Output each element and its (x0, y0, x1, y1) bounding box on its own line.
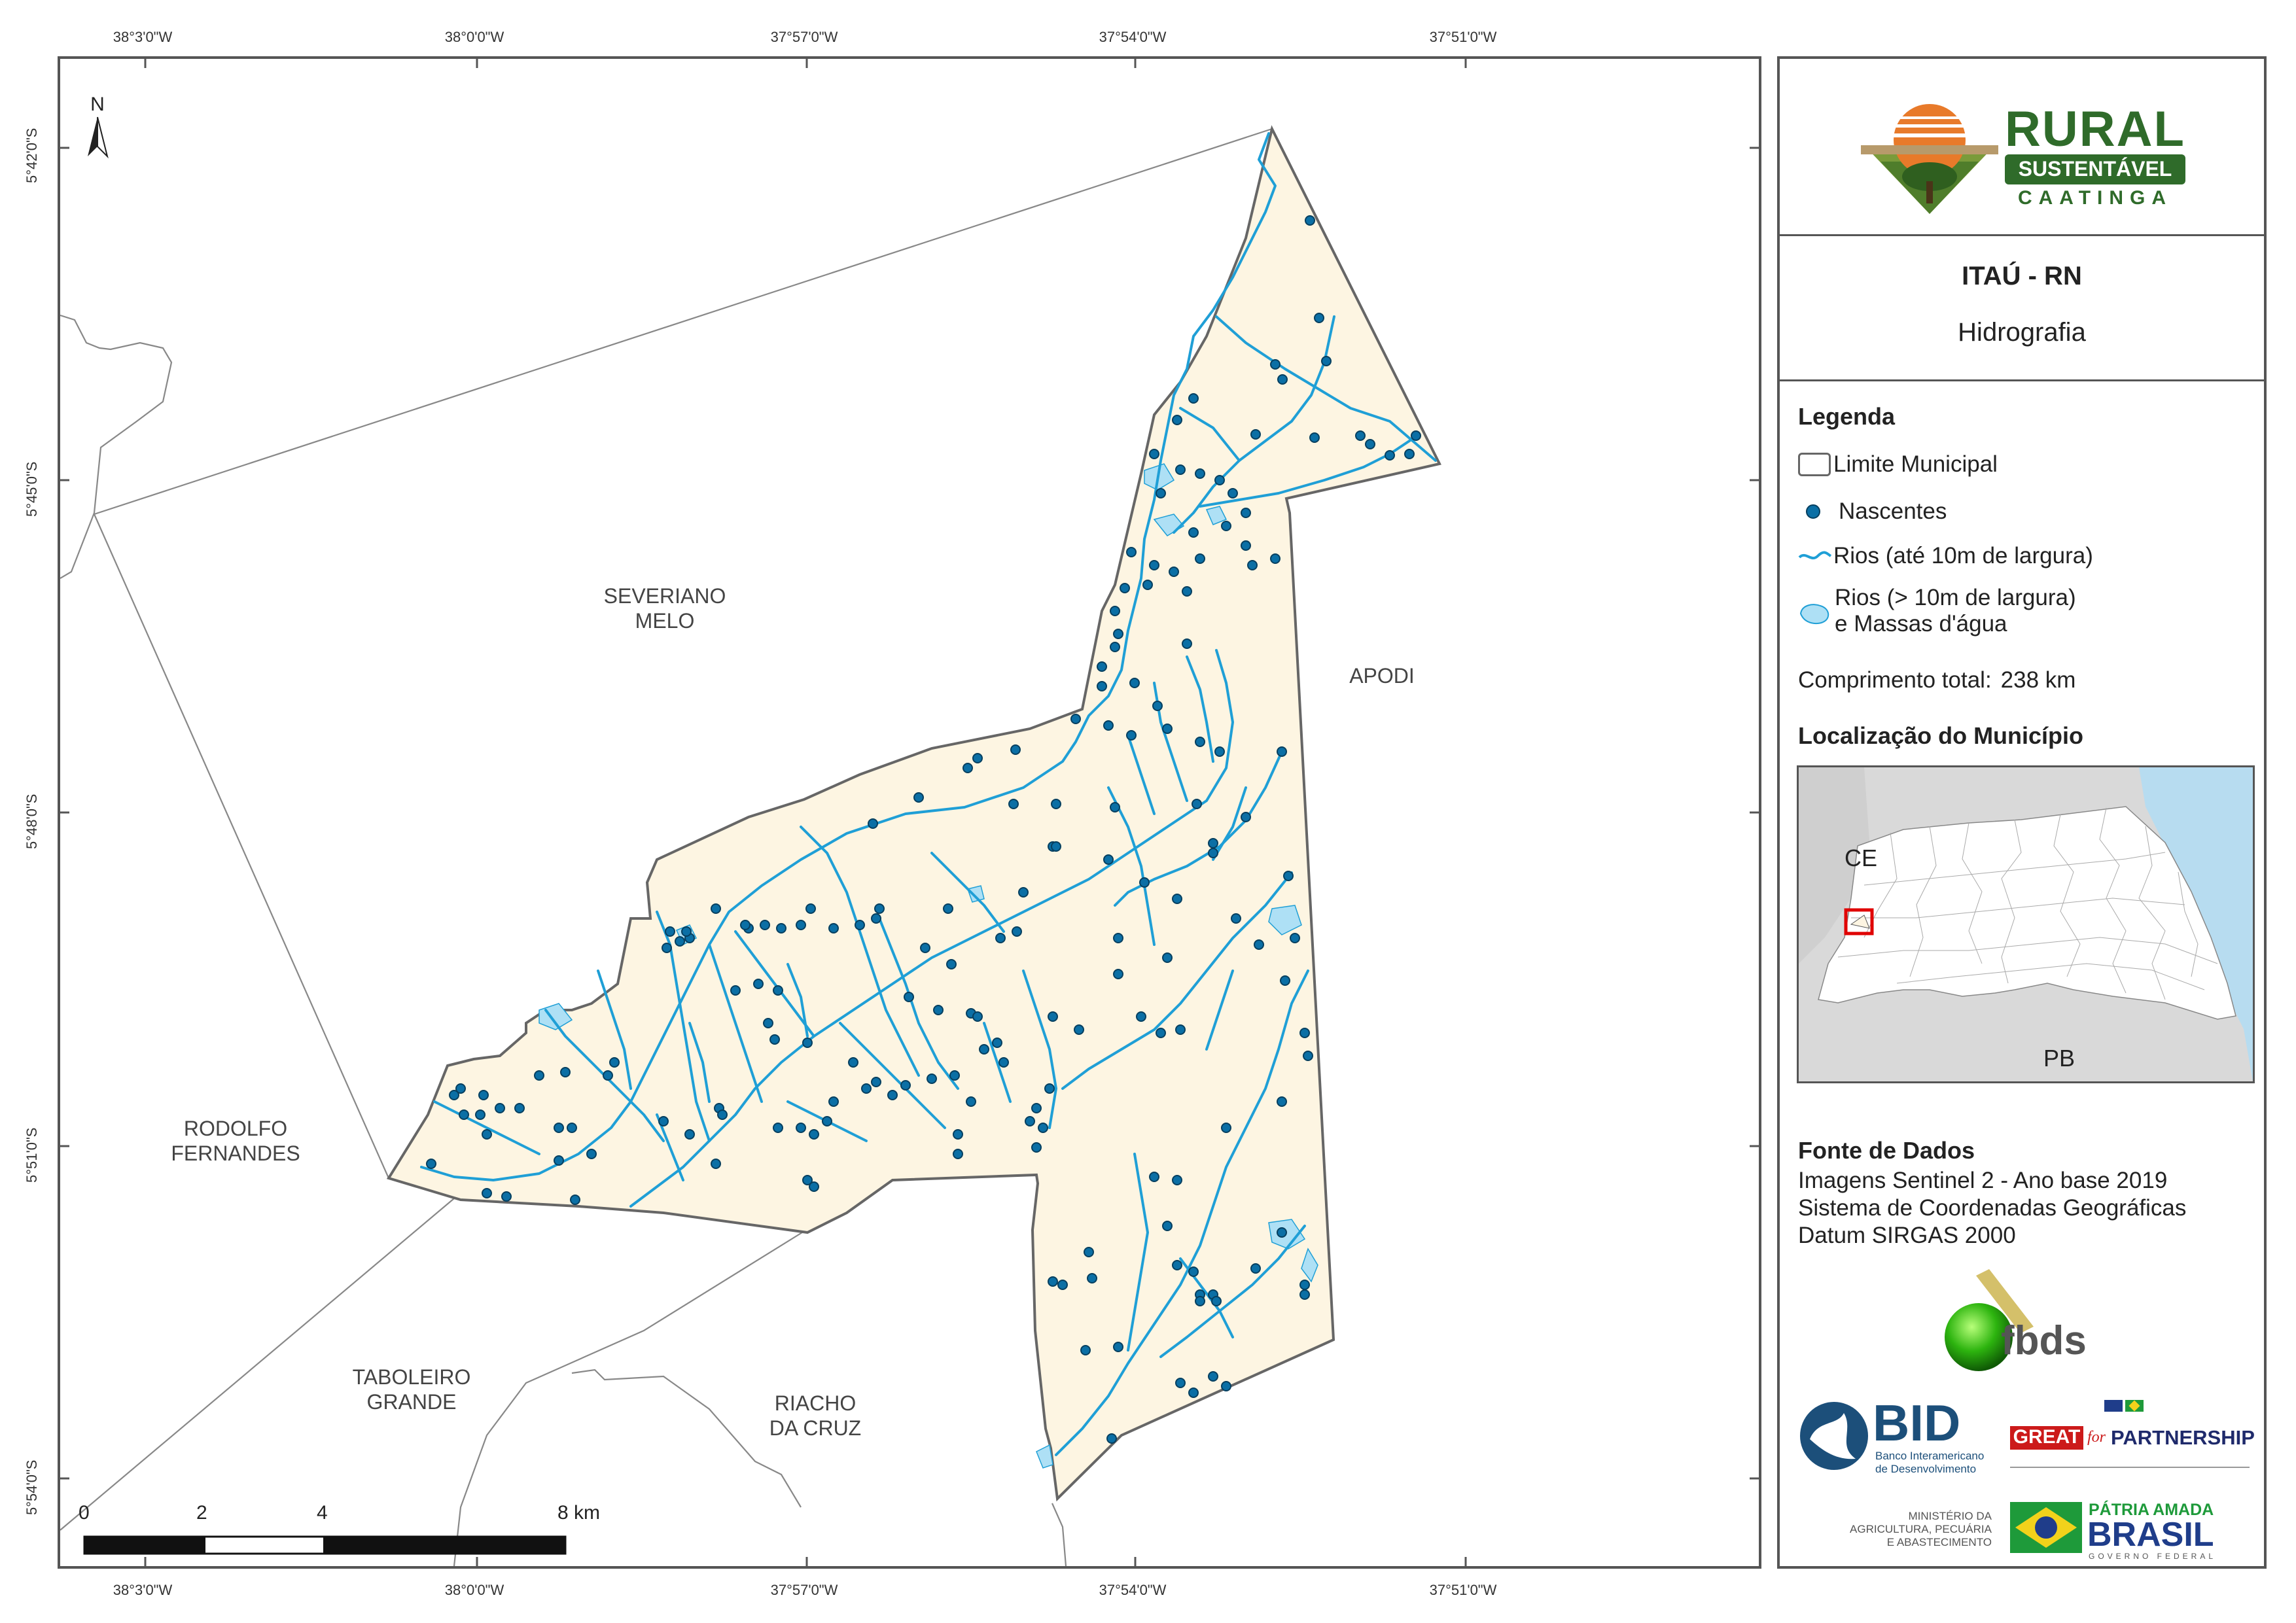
brasil-top: PÁTRIA AMADA (2089, 1501, 2214, 1519)
map-frame: N SEVERIANO MELO APODI RODOLFO FERNANDES… (58, 56, 1761, 1569)
caatinga-emblem-icon (1861, 104, 1998, 214)
legend-item-rios-largos: Rios (> 10m de largura) e Massas d'água (1798, 585, 2076, 637)
legend-item-nascentes: Nascentes (1798, 498, 1947, 525)
source-heading: Fonte de Dados (1798, 1137, 1975, 1164)
bid-wordmark: BID (1873, 1394, 1961, 1452)
river-line-icon (1798, 551, 1832, 560)
place-label-rodolfo-fernandes: RODOLFO FERNANDES (171, 1117, 300, 1165)
brasil-main: BRASIL (2087, 1516, 2214, 1554)
lon-label-bottom-2: 38°0'0"W (444, 1582, 504, 1598)
scale-label-8km: 8 km (557, 1502, 601, 1524)
partner-divider (2010, 1467, 2250, 1468)
legend-heading: Legenda (1798, 403, 1896, 430)
neighbor-boundaries (60, 128, 1273, 1566)
logo-rural: RURAL (2005, 101, 2185, 157)
water-body-icon (1799, 604, 1829, 625)
nascentes (426, 215, 1421, 1444)
fbds-wordmark: fbds (2001, 1318, 2087, 1363)
logo-sustentavel-band (2005, 154, 2185, 184)
map-subtitle: Hidrografia (1958, 318, 2086, 347)
boundary-swatch-icon (1798, 453, 1831, 476)
spring-point-icon (1806, 504, 1820, 519)
scale-label-0: 0 (79, 1502, 90, 1524)
bid-emblem-icon (1800, 1402, 1868, 1470)
fbds-emblem-icon (1945, 1269, 2034, 1371)
place-label-severiano-melo: SEVERIANO MELO (603, 584, 726, 633)
map-title: ITAÚ - RN (1962, 262, 2082, 290)
great-word: GREAT (2013, 1426, 2081, 1448)
lon-label-top-2: 38°0'0"W (444, 29, 504, 45)
bid-sub-line-2: de Desenvolvimento (1875, 1463, 1977, 1475)
scale-label-4: 4 (317, 1502, 328, 1524)
lat-label-2: 5°45'0"S (24, 461, 40, 517)
great-for: for (2087, 1429, 2106, 1446)
source-line-2: Sistema de Coordenadas Geográficas (1798, 1195, 2187, 1221)
fbds-logo (1930, 1269, 2068, 1374)
bid-sub-line-1: Banco Interamericano (1875, 1450, 1985, 1462)
lon-label-top-3: 37°57'0"W (770, 29, 838, 45)
state-label-pb: PB (2043, 1045, 2075, 1072)
hydrography-map: N (60, 59, 1759, 1566)
lon-label-bottom-5: 37°51'0"W (1429, 1582, 1497, 1598)
ministerio-text: MINISTÉRIO DA AGRICULTURA, PECUÁRIA E AB… (1850, 1510, 1992, 1548)
logo-sustentavel: SUSTENTÁVEL (2018, 157, 2172, 181)
location-inset-map: CE PB (1797, 765, 2255, 1083)
lat-label-5: 5°54'0"S (24, 1459, 40, 1515)
divider (1780, 234, 2264, 236)
state-label-ce: CE (1845, 845, 1878, 871)
scale-label-2: 2 (196, 1502, 207, 1524)
lon-label-top-4: 37°54'0"W (1099, 29, 1167, 45)
bid-logo (1798, 1400, 1870, 1472)
rn-state-map (1799, 767, 2253, 1081)
lon-label-bottom-3: 37°57'0"W (770, 1582, 838, 1598)
lat-label-1: 5°42'0"S (24, 128, 40, 183)
logo-caatinga: CAATINGA (2017, 187, 2173, 209)
divider (1780, 379, 2264, 381)
brazil-flag-icon (2010, 1502, 2082, 1553)
brasil-sub: GOVERNO FEDERAL (2089, 1552, 2217, 1561)
location-heading: Localização do Município (1798, 722, 2084, 749)
place-label-apodi: APODI (1349, 664, 1415, 688)
place-label-taboleiro-grande: TABOLEIRO GRANDE (352, 1365, 471, 1414)
lon-label-top-1: 38°3'0"W (113, 29, 173, 45)
rural-sustentavel-logo (1861, 93, 1998, 217)
place-label-riacho-da-cruz: RIACHO DA CRUZ (769, 1391, 862, 1440)
lon-label-bottom-4: 37°54'0"W (1099, 1582, 1167, 1598)
north-arrow-icon (88, 116, 109, 159)
lat-label-4: 5°51'0"S (24, 1127, 40, 1183)
rivers (420, 132, 1437, 1456)
lat-label-3: 5°48'0"S (24, 794, 40, 849)
great-partnership: PARTNERSHIP (2111, 1426, 2255, 1449)
source-line-3: Datum SIRGAS 2000 (1798, 1223, 2016, 1248)
lon-label-top-5: 37°51'0"W (1429, 29, 1497, 45)
scale-bar (83, 1535, 567, 1555)
graticule-ticks (60, 59, 1759, 1566)
legend-item-rios-estreitos: Rios (até 10m de largura) (1798, 543, 2093, 569)
uk-flag-icon (2104, 1400, 2123, 1412)
north-label: N (90, 94, 105, 115)
legend-item-limite-municipal: Limite Municipal (1798, 451, 1998, 478)
brazil-flag-icon (2125, 1400, 2144, 1412)
source-line-1: Imagens Sentinel 2 - Ano base 2019 (1798, 1168, 2168, 1193)
lon-label-bottom-1: 38°3'0"W (113, 1582, 173, 1598)
side-panel: RURAL SUSTENTÁVEL CAATINGA ITAÚ - RN Hid… (1777, 56, 2267, 1569)
total-length: Comprimento total: 238 km (1798, 667, 2076, 693)
great-badge (2010, 1426, 2083, 1450)
